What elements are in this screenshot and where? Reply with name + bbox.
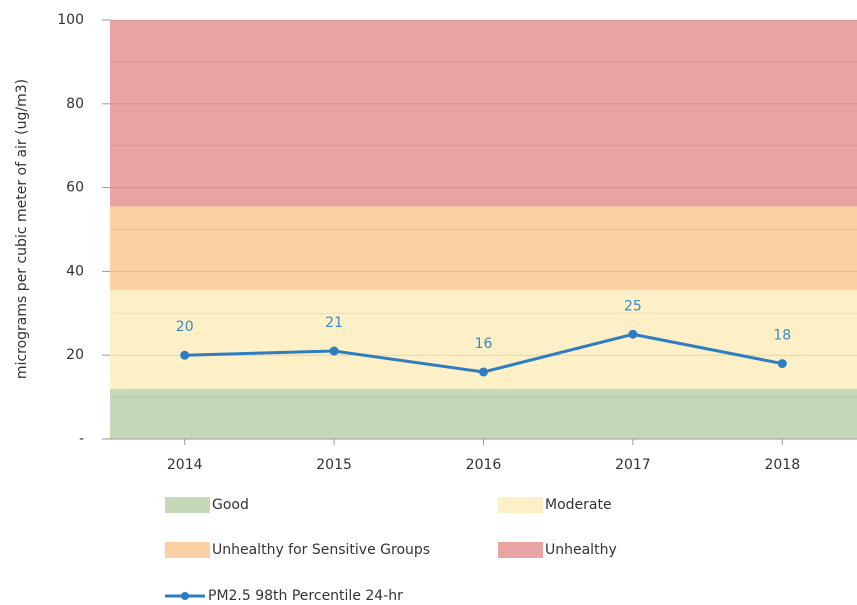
y-tick-label: 40 [66,263,84,279]
legend-label: Unhealthy for Sensitive Groups [212,542,430,558]
data-label: 16 [475,336,493,352]
marker [180,350,190,360]
marker [777,359,787,369]
x-tick-label: 2016 [466,457,502,473]
x-tick-label: 2017 [615,457,651,473]
band [110,20,857,207]
legend-swatch [165,542,210,558]
legend-label: PM2.5 98th Percentile 24-hr [208,588,403,604]
data-label: 20 [176,319,194,335]
legend-label: Moderate [545,497,612,513]
data-label: 25 [624,298,642,314]
y-tick-label: - [79,431,84,447]
legend-swatch [498,542,543,558]
data-label: 18 [773,328,791,344]
x-tick-label: 2015 [316,457,352,473]
band [110,206,857,291]
band [110,388,857,439]
data-label: 21 [325,315,343,331]
legend-label: Good [212,497,249,513]
legend-swatch [165,497,210,513]
y-tick-label: 20 [66,347,84,363]
x-tick-label: 2014 [167,457,203,473]
marker [329,346,339,356]
y-tick-label: 60 [66,180,84,196]
legend-label: Unhealthy [545,542,617,558]
y-axis-label: micrograms per cubic meter of air (ug/m3… [14,79,30,379]
y-tick-label: 80 [66,96,84,112]
marker [479,367,488,377]
legend-swatch [498,497,543,513]
marker [628,329,638,339]
x-tick-label: 2018 [764,457,800,473]
y-tick-label: 100 [57,12,84,28]
legend-marker [181,592,189,600]
